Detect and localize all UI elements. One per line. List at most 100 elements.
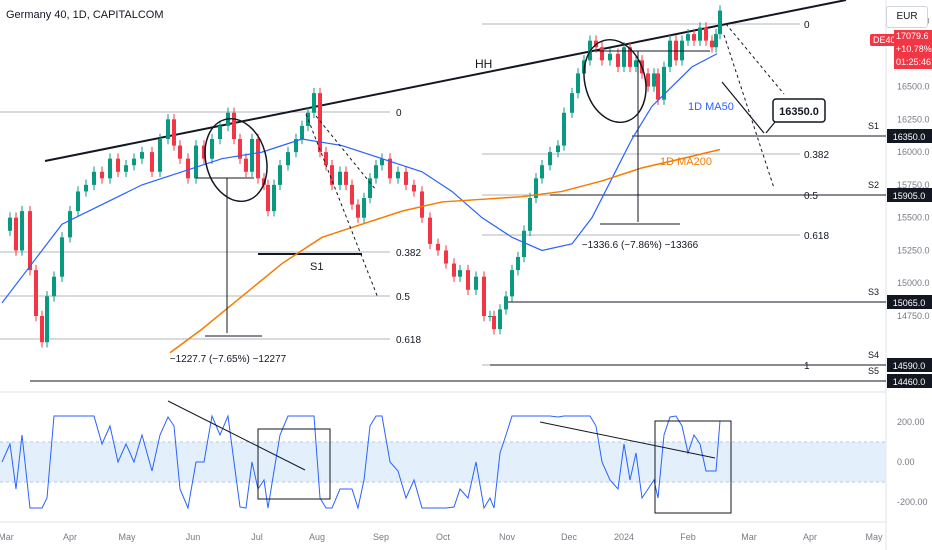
price-tick-label: 15500.0 bbox=[897, 213, 930, 223]
support-name: S5 bbox=[868, 366, 879, 376]
candle-body bbox=[452, 263, 456, 277]
price-tick-label: 15000.0 bbox=[897, 278, 930, 288]
candle-body bbox=[272, 184, 276, 212]
candle-body bbox=[368, 178, 372, 198]
candle-body bbox=[474, 276, 478, 290]
time-tick-label: Jul bbox=[251, 532, 263, 542]
support-name: S1 bbox=[868, 121, 879, 131]
candle-body bbox=[646, 73, 650, 87]
candle-body bbox=[548, 152, 552, 166]
candle-body bbox=[466, 270, 470, 290]
candle-body bbox=[350, 184, 354, 205]
time-tick-label: Oct bbox=[436, 532, 451, 542]
support-price-label: 15065.0 bbox=[893, 298, 926, 308]
support-name: S3 bbox=[868, 287, 879, 297]
candle-body bbox=[76, 191, 80, 212]
candle-body bbox=[238, 139, 242, 159]
candle-body bbox=[488, 316, 492, 317]
candle-body bbox=[698, 27, 702, 41]
measure2-label: −1336.6 (−7.86%) −13366 bbox=[582, 240, 699, 251]
candle-body bbox=[428, 217, 432, 244]
candle-body bbox=[628, 47, 632, 67]
cci-box-right bbox=[654, 420, 732, 514]
candle-body bbox=[692, 34, 696, 41]
support-price-tag bbox=[887, 358, 932, 372]
candle-body bbox=[510, 270, 514, 297]
price-tick-label: 16000.0 bbox=[897, 147, 930, 157]
ma200-line bbox=[169, 148, 721, 354]
candle-body bbox=[436, 243, 440, 251]
cci-tick-label: 0.00 bbox=[897, 457, 915, 467]
candle-body bbox=[656, 73, 660, 100]
candle-body bbox=[84, 184, 88, 192]
candle-body bbox=[52, 276, 56, 297]
candle-body bbox=[380, 158, 384, 166]
candle-body bbox=[250, 139, 254, 172]
candle-body bbox=[668, 40, 672, 67]
fib-right-label: 0.5 bbox=[804, 191, 818, 202]
candle-body bbox=[218, 125, 222, 139]
time-tick-label: Apr bbox=[803, 532, 817, 542]
candle-body bbox=[318, 93, 322, 153]
candle-body bbox=[444, 250, 448, 264]
candle-body bbox=[202, 145, 206, 159]
support-price-label: 16350.0 bbox=[893, 132, 926, 142]
candle-body bbox=[244, 158, 248, 172]
candle-body bbox=[362, 198, 366, 218]
symbol-badge: DE40 bbox=[870, 34, 899, 46]
last-price-box: 17079.6 +10.78% 01:25:46 bbox=[894, 30, 932, 69]
candle-body bbox=[178, 145, 182, 159]
candle-body bbox=[600, 47, 604, 61]
candle-body bbox=[210, 139, 214, 159]
time-tick-label: Dec bbox=[561, 532, 578, 542]
candle-body bbox=[338, 171, 342, 185]
fib-right-label: 0.382 bbox=[804, 150, 829, 161]
time-tick-label: Mar bbox=[741, 532, 757, 542]
channel-left-a bbox=[305, 113, 379, 299]
candle-body bbox=[356, 204, 360, 218]
candle-body bbox=[412, 184, 416, 192]
candle-body bbox=[516, 257, 520, 271]
candle-body bbox=[714, 34, 718, 48]
time-tick-label: May bbox=[118, 532, 136, 542]
candle-body bbox=[704, 27, 708, 41]
candle-body bbox=[92, 171, 96, 185]
ma50-line bbox=[1, 53, 718, 304]
cci-trendline-left bbox=[167, 400, 306, 471]
time-tick-label: Nov bbox=[499, 532, 516, 542]
cci-tick-label: -200.00 bbox=[897, 497, 928, 507]
time-tick-label: 2024 bbox=[614, 532, 634, 542]
target-label: 16350.0 bbox=[779, 106, 819, 118]
fib-left-label: 0.382 bbox=[396, 248, 421, 259]
fib-left-label: 0 bbox=[396, 108, 402, 119]
candle-body bbox=[34, 270, 38, 316]
candle-body bbox=[186, 158, 190, 179]
support-price-label: 14460.0 bbox=[893, 377, 926, 387]
candle-body bbox=[8, 217, 12, 231]
candle-body bbox=[108, 158, 112, 179]
candle-body bbox=[404, 171, 408, 185]
candle-body bbox=[300, 125, 304, 139]
time-tick-label: Feb bbox=[680, 532, 696, 542]
candle-body bbox=[482, 276, 486, 316]
chart-title: Germany 40, 1D, CAPITALCOM bbox=[6, 9, 164, 21]
currency-selector[interactable]: EUR bbox=[886, 6, 928, 28]
candle-body bbox=[396, 171, 400, 179]
candle-body bbox=[608, 53, 612, 61]
measure1-label: −1227.7 (−7.65%) −12277 bbox=[170, 354, 287, 365]
candle-body bbox=[40, 316, 44, 343]
support-price-label: 15905.0 bbox=[893, 191, 926, 201]
ma200-label: 1D MA200 bbox=[660, 156, 712, 168]
candle-body bbox=[266, 184, 270, 212]
hh-label: HH bbox=[475, 57, 492, 71]
candle-body bbox=[100, 171, 104, 179]
candle-body bbox=[330, 165, 334, 185]
candle-body bbox=[232, 112, 236, 139]
candle-body bbox=[312, 93, 316, 113]
candle-body bbox=[534, 178, 538, 198]
candle-body bbox=[710, 40, 714, 48]
projection-arrow bbox=[721, 81, 765, 134]
candle-body bbox=[68, 211, 72, 238]
price-tick-label: 15750.0 bbox=[897, 180, 930, 190]
